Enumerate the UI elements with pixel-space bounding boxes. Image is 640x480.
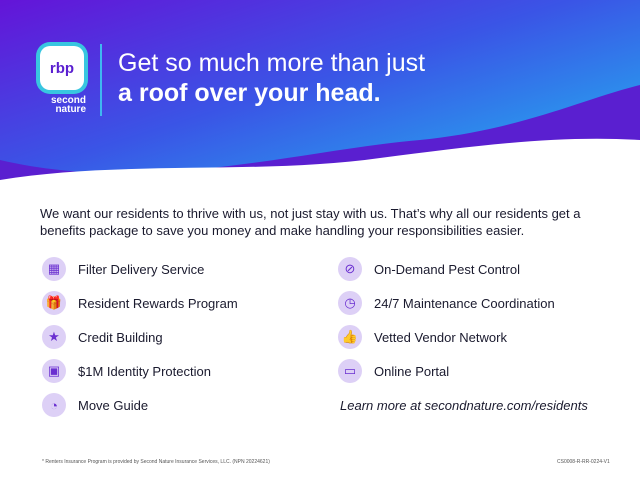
no-bug-icon: ⊘ — [338, 257, 362, 281]
benefit-label: Filter Delivery Service — [78, 261, 205, 277]
benefit-item: ★ Credit Building — [42, 320, 238, 354]
benefit-label: Move Guide — [78, 397, 149, 413]
benefit-label: Online Portal — [374, 363, 450, 379]
second-nature-logo: second nature — [38, 95, 86, 115]
benefit-label: 24/7 Maintenance Coordination — [374, 295, 555, 311]
footer-disclaimer: * Renters Insurance Program is provided … — [42, 459, 270, 465]
benefit-item: ▦ Filter Delivery Service — [42, 252, 238, 286]
benefit-item: 🎁 Resident Rewards Program — [42, 286, 238, 320]
brand-line2: nature — [55, 104, 86, 115]
benefit-item: ▭ Online Portal — [338, 354, 588, 388]
benefit-label: Resident Rewards Program — [78, 295, 238, 311]
benefit-item: 👍 Vetted Vendor Network — [338, 320, 588, 354]
id-card-icon: ▣ — [42, 359, 66, 383]
filter-icon: ▦ — [42, 257, 66, 281]
title-line1: Get so much more than just — [118, 49, 426, 77]
benefits-right: ⊘ On-Demand Pest Control ◷ 24/7 Maintenance… — [338, 252, 588, 422]
clock-icon: ◷ — [338, 291, 362, 315]
benefit-label: $1M Identity Protection — [78, 363, 211, 379]
thumbs-up-icon: 👍 — [338, 325, 362, 349]
page-title: Get so much more than just a roof over yo… — [118, 48, 425, 108]
gift-icon: 🎁 — [42, 291, 66, 315]
divider — [100, 44, 102, 116]
benefit-label: On-Demand Pest Control — [374, 261, 520, 277]
footer-code: CS0008-R-RR-0224-V1 — [557, 459, 610, 465]
logo-text: rbp — [49, 59, 75, 77]
benefit-item: ⊘ On-Demand Pest Control — [338, 252, 588, 286]
title-line2: a roof over your head. — [118, 79, 381, 107]
benefit-item: ▣ $1M Identity Protection — [42, 354, 238, 388]
computer-icon: ▭ — [338, 359, 362, 383]
hero-banner — [0, 0, 640, 200]
benefit-item: ◷ 24/7 Maintenance Coordination — [338, 286, 588, 320]
rbp-logo: rbp — [40, 46, 84, 90]
learn-more-link[interactable]: Learn more at secondnature.com/residents — [340, 397, 588, 413]
benefit-label: Credit Building — [78, 329, 163, 345]
benefits-left: ▦ Filter Delivery Service 🎁 Resident Reward… — [42, 252, 238, 422]
brand-line1: second — [50, 95, 86, 106]
move-guide-icon: ◔ — [42, 393, 66, 417]
intro-text: We want our residents to thrive with us,… — [40, 206, 581, 238]
benefit-item: ◔ Move Guide — [42, 388, 238, 422]
credit-gauge-icon: ★ — [42, 325, 66, 349]
benefit-label: Vetted Vendor Network — [374, 329, 507, 345]
